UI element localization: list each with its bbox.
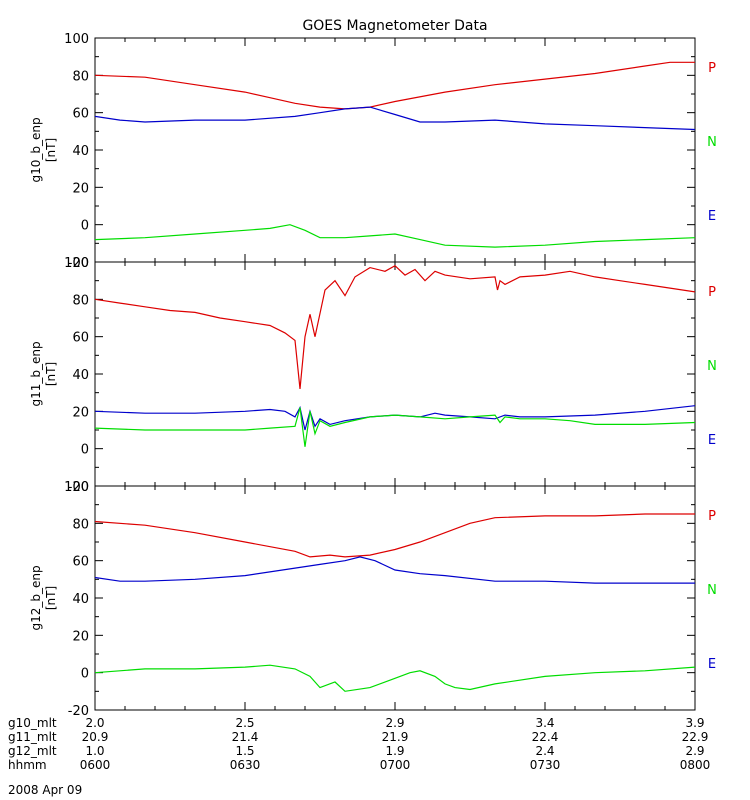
component-label-P: P <box>708 61 716 76</box>
figure-title: GOES Magnetometer Data <box>302 18 487 34</box>
component-label-E: E <box>708 209 716 224</box>
y-tick-label: 80 <box>72 293 89 308</box>
footer-row-label: g11_mlt <box>8 730 57 744</box>
panel-frame <box>94 485 696 711</box>
footer-cell: 2.5 <box>235 716 254 730</box>
footer-row-label: hhmm <box>8 758 47 772</box>
footer-cell: 22.4 <box>532 730 559 744</box>
series-line-E <box>95 224 695 248</box>
y-tick-label: 0 <box>81 219 89 234</box>
panel-g10: -20 0 20 40 60 80 100 g10_b_enp [nT] P N E <box>29 32 717 271</box>
footer-cell: 0730 <box>530 758 561 772</box>
y-axis-label: g11_b_enp <box>29 341 43 406</box>
panel-g12: -20 0 20 40 60 80 100 g12_b_enp [nT] P N E <box>29 480 717 719</box>
y-tick-label: 20 <box>72 181 89 196</box>
panel-frame <box>94 261 696 487</box>
footer-cell: 20.9 <box>82 730 109 744</box>
y-tick-label: 60 <box>72 107 89 122</box>
y-tick-label: 0 <box>81 667 89 682</box>
y-tick-label: 20 <box>72 405 89 420</box>
series-line-N <box>95 407 695 447</box>
series-line-P <box>95 513 695 558</box>
y-axis-unit: [nT] <box>44 138 58 162</box>
series-line-P <box>95 264 695 389</box>
panel-g11: -20 0 20 40 60 80 100 g11_b_enp [nT] P N E <box>29 256 717 495</box>
y-axis-label: g12_b_enp <box>29 565 43 630</box>
footer-cell: 2.9 <box>685 744 704 758</box>
footer-table: g10_mlt 2.0 2.5 2.9 3.4 3.9 g11_mlt 20.9 21.4 21.… <box>8 716 710 772</box>
y-tick-label: 60 <box>72 555 89 570</box>
footer-cell: 21.4 <box>232 730 259 744</box>
y-tick-label: -20 <box>68 256 89 271</box>
footer-cell: 1.9 <box>385 744 404 758</box>
footer-cell: 1.0 <box>85 744 104 758</box>
footer-cell: 2.9 <box>385 716 404 730</box>
y-axis-label: g10_b_enp <box>29 117 43 182</box>
footer-cell: 2.0 <box>85 716 104 730</box>
component-label-N: N <box>707 135 717 150</box>
footer-cell: 3.4 <box>535 716 554 730</box>
y-tick-label: 40 <box>72 144 89 159</box>
component-label-E: E <box>708 433 716 448</box>
footer-cell: 21.9 <box>382 730 409 744</box>
y-tick-label: 100 <box>64 32 89 47</box>
footer-row-label: g12_mlt <box>8 744 57 758</box>
series-line-N <box>95 106 695 131</box>
y-axis-unit: [nT] <box>44 362 58 386</box>
series-line-P <box>95 61 695 110</box>
footer-cell: 1.5 <box>235 744 254 758</box>
series-line-E <box>95 405 695 431</box>
y-tick-label: 80 <box>72 517 89 532</box>
y-tick-label: 20 <box>72 629 89 644</box>
component-label-P: P <box>708 285 716 300</box>
component-label-P: P <box>708 509 716 524</box>
y-tick-label: 100 <box>64 480 89 495</box>
y-tick-label: 40 <box>72 368 89 383</box>
series-line-E <box>95 556 695 584</box>
y-tick-label: 100 <box>64 256 89 271</box>
y-axis-unit: [nT] <box>44 586 58 610</box>
footer-cell: 0630 <box>230 758 261 772</box>
y-tick-label: -20 <box>68 480 89 495</box>
y-tick-label: -20 <box>68 704 89 719</box>
component-label-E: E <box>708 657 716 672</box>
footer-cell: 2.4 <box>535 744 554 758</box>
footer-cell: 0800 <box>680 758 711 772</box>
date-label: 2008 Apr 09 <box>8 783 82 797</box>
y-tick-label: 40 <box>72 592 89 607</box>
footer-row-label: g10_mlt <box>8 716 57 730</box>
series-line-N <box>95 664 695 692</box>
footer-cell: 0600 <box>80 758 111 772</box>
y-tick-label: 60 <box>72 331 89 346</box>
y-tick-label: 0 <box>81 443 89 458</box>
component-label-N: N <box>707 359 717 374</box>
footer-cell: 3.9 <box>685 716 704 730</box>
component-label-N: N <box>707 583 717 598</box>
footer-cell: 0700 <box>380 758 411 772</box>
footer-cell: 22.9 <box>682 730 709 744</box>
y-tick-label: 80 <box>72 69 89 84</box>
